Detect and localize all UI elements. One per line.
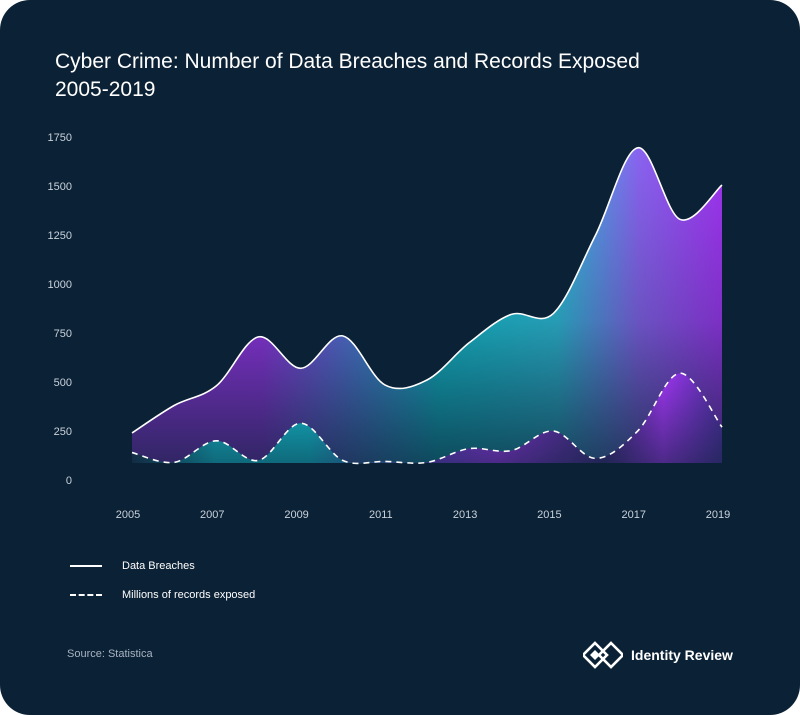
y-tick-label: 250	[54, 426, 72, 438]
legend-label-records-exposed: Millions of records exposed	[122, 589, 256, 601]
brand-logo: Identity Review	[583, 640, 733, 670]
identity-review-logo-icon	[583, 641, 623, 669]
chart-title: Cyber Crime: Number of Data Breaches and…	[55, 48, 755, 104]
source-note: Source: Statistica	[67, 648, 153, 660]
x-tick-label: 2015	[537, 509, 561, 521]
y-tick-label: 1250	[48, 230, 72, 242]
x-tick-label: 2005	[116, 509, 140, 521]
x-tick-label: 2017	[621, 509, 645, 521]
y-tick-label: 0	[66, 475, 72, 487]
legend-solid-line	[70, 565, 102, 567]
legend-item-data-breaches: Data Breaches	[70, 558, 195, 574]
x-tick-label: 2009	[284, 509, 308, 521]
y-tick-label: 1750	[48, 132, 72, 144]
legend-label-data-breaches: Data Breaches	[122, 560, 195, 572]
y-tick-label: 1000	[48, 279, 72, 291]
x-tick-label: 2011	[369, 509, 393, 521]
legend-dashed-line	[70, 594, 102, 596]
legend-item-records-exposed: Millions of records exposed	[70, 587, 255, 603]
x-tick-label: 2013	[453, 509, 477, 521]
breaches-area-shade	[132, 147, 722, 463]
y-tick-label: 500	[54, 377, 72, 389]
x-tick-label: 2007	[200, 509, 224, 521]
y-tick-label: 750	[54, 328, 72, 340]
chart-title-line-1: Cyber Crime: Number of Data Breaches and…	[55, 50, 640, 73]
brand-name: Identity Review	[631, 647, 733, 663]
chart-title-line-2: 2005-2019	[55, 78, 156, 101]
x-tick-label: 2019	[706, 509, 730, 521]
y-tick-label: 1500	[48, 181, 72, 193]
breaches-line	[131, 147, 723, 434]
